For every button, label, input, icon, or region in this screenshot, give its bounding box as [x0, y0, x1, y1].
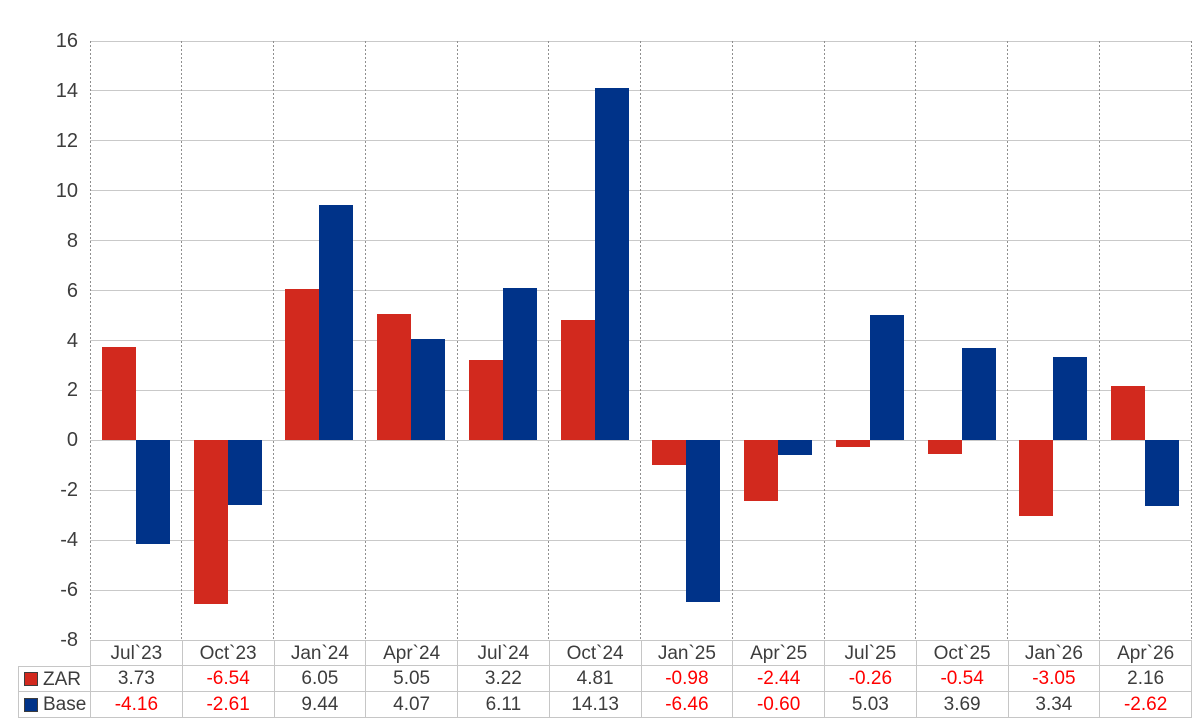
- value-cell: 3.22: [457, 666, 549, 692]
- category-header: Jul`23: [90, 640, 182, 666]
- v-gridline: [456, 41, 458, 640]
- bar-zar: [1019, 440, 1054, 517]
- legend-label: ZAR: [43, 668, 81, 690]
- bar-base: [869, 314, 904, 441]
- category-header: Jan`24: [273, 640, 366, 666]
- bar-zar: [193, 440, 228, 604]
- value-cell: 6.05: [273, 666, 366, 692]
- y-tick-label: 0: [66, 429, 78, 452]
- bar-base: [135, 440, 170, 545]
- value-cell: -4.16: [90, 692, 182, 718]
- value-cell: 3.69: [915, 692, 1008, 718]
- bar-zar: [835, 440, 870, 447]
- y-tick-label: -6: [60, 579, 78, 602]
- value-cell: 6.11: [457, 692, 549, 718]
- v-gridline: [640, 41, 641, 640]
- y-tick-label: -8: [60, 629, 78, 651]
- value-cell: -0.26: [824, 666, 916, 692]
- bar-base: [227, 440, 262, 506]
- y-tick-label: 10: [55, 179, 78, 202]
- y-tick-label: 4: [66, 329, 78, 352]
- v-gridline: [181, 41, 183, 640]
- y-tick-label: 2: [66, 379, 78, 402]
- bar-base: [686, 440, 721, 602]
- v-gridline: [364, 41, 366, 640]
- bar-base: [1053, 356, 1088, 441]
- bar-zar: [468, 359, 503, 441]
- bar-zar: [101, 347, 136, 441]
- category-header: Oct`23: [181, 640, 274, 666]
- value-cell: 14.13: [548, 692, 641, 718]
- bar-base: [502, 287, 537, 441]
- y-tick-label: 12: [55, 129, 78, 152]
- v-gridline: [89, 41, 91, 640]
- value-cell: -2.61: [181, 692, 274, 718]
- bar-zar: [285, 289, 320, 441]
- value-cell: 4.81: [548, 666, 641, 692]
- v-gridline: [731, 41, 733, 640]
- legend-label: Base: [43, 694, 87, 715]
- value-cell: -3.05: [1007, 666, 1100, 692]
- v-gridline: [915, 41, 917, 640]
- bar-base: [778, 440, 813, 456]
- v-gridline: [273, 41, 274, 640]
- y-tick-label: 14: [55, 79, 78, 102]
- value-cell: -0.54: [915, 666, 1008, 692]
- legend-item-zar: ZAR: [18, 666, 90, 692]
- bar-zar: [560, 320, 595, 441]
- bar-base: [1145, 440, 1180, 506]
- value-cell: 2.16: [1099, 666, 1192, 692]
- category-header: Apr`24: [365, 640, 457, 666]
- bar-zar: [927, 440, 962, 454]
- y-tick-label: -4: [60, 529, 78, 552]
- y-tick-label: 6: [66, 279, 78, 302]
- value-cell: -0.98: [640, 666, 733, 692]
- category-header: Apr`26: [1099, 640, 1192, 666]
- v-gridline: [548, 41, 550, 640]
- y-tick-label: 16: [55, 30, 78, 52]
- value-cell: 4.07: [365, 692, 457, 718]
- value-cell: -2.44: [732, 666, 824, 692]
- category-header: Apr`25: [732, 640, 824, 666]
- value-cell: 3.34: [1007, 692, 1100, 718]
- value-cell: 5.05: [365, 666, 457, 692]
- v-gridline: [1098, 41, 1100, 640]
- legend-swatch-zar: [24, 672, 38, 686]
- value-cell: -6.46: [640, 692, 733, 718]
- value-cell: -2.62: [1099, 692, 1192, 718]
- bar-zar: [1111, 386, 1146, 441]
- bar-base: [411, 338, 446, 441]
- v-gridline: [1007, 41, 1008, 640]
- v-gridline: [1190, 41, 1192, 640]
- category-header: Oct`24: [548, 640, 641, 666]
- category-header: Jan`26: [1007, 640, 1100, 666]
- category-header: Oct`25: [915, 640, 1008, 666]
- y-tick-label: 8: [66, 229, 78, 252]
- legend-item-base: Base: [18, 692, 90, 718]
- bar-base: [319, 204, 354, 441]
- value-cell: 5.03: [824, 692, 916, 718]
- category-header: Jul`25: [824, 640, 916, 666]
- category-header: Jul`24: [457, 640, 549, 666]
- bar-base: [594, 87, 629, 441]
- y-tick-label: -2: [60, 479, 78, 502]
- value-cell: 9.44: [273, 692, 366, 718]
- bar-zar: [652, 440, 687, 465]
- bar-base: [961, 348, 996, 441]
- value-cell: -0.60: [732, 692, 824, 718]
- bar-zar: [377, 314, 412, 441]
- legend-swatch-base: [24, 697, 38, 712]
- v-gridline: [823, 41, 825, 640]
- value-cell: -6.54: [181, 666, 274, 692]
- bar-zar: [744, 440, 779, 502]
- category-header: Jan`25: [640, 640, 733, 666]
- value-cell: 3.73: [90, 666, 182, 692]
